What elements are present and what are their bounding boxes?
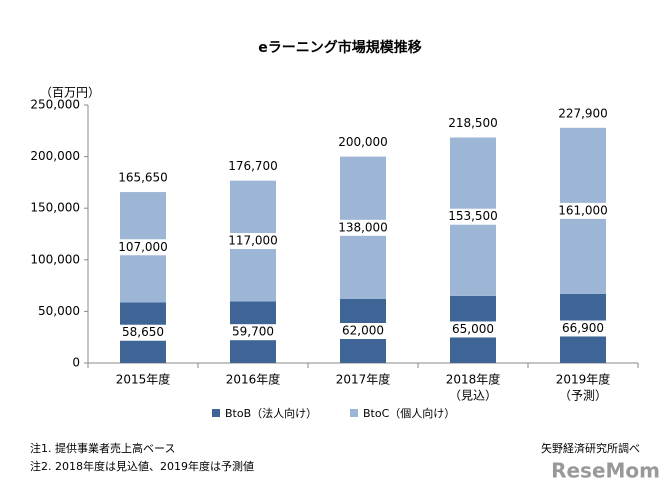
value-label: 58,650 bbox=[122, 325, 164, 339]
value-label: 65,000 bbox=[452, 322, 494, 336]
watermark: ReseMom bbox=[551, 459, 660, 483]
value-label: 59,700 bbox=[232, 325, 274, 339]
value-label: 66,900 bbox=[562, 321, 604, 335]
y-tick-label: 0 bbox=[72, 356, 80, 370]
value-label: 117,000 bbox=[228, 234, 278, 248]
chart-title: eラーニング市場規模推移 bbox=[258, 39, 422, 56]
x-tick-label: 2016年度 bbox=[226, 372, 281, 387]
y-tick-label: 50,000 bbox=[38, 304, 80, 318]
label-bg bbox=[339, 323, 387, 340]
total-label: 227,900 bbox=[558, 106, 608, 120]
value-label: 161,000 bbox=[558, 203, 608, 217]
label-bg bbox=[559, 320, 607, 337]
total-label: 218,500 bbox=[448, 116, 498, 130]
label-bg bbox=[555, 202, 611, 219]
label-bg bbox=[229, 324, 277, 341]
value-label: 138,000 bbox=[338, 220, 388, 234]
y-tick-label: 200,000 bbox=[30, 149, 80, 163]
legend-swatch bbox=[212, 409, 220, 417]
legend-label: BtoB（法人向け） bbox=[225, 406, 317, 420]
value-label: 62,000 bbox=[342, 324, 384, 338]
label-bg bbox=[225, 233, 281, 250]
value-label: 153,500 bbox=[448, 209, 498, 223]
note: 注2. 2018年度は見込値、2019年度は予測値 bbox=[30, 459, 254, 473]
y-tick-label: 150,000 bbox=[30, 201, 80, 215]
label-bg bbox=[445, 208, 501, 225]
label-bg bbox=[335, 219, 391, 236]
legend-swatch bbox=[350, 409, 358, 417]
x-tick-note: （予測） bbox=[559, 389, 607, 403]
y-tick-label: 250,000 bbox=[30, 98, 80, 112]
x-tick-label: 2017年度 bbox=[336, 372, 391, 387]
x-tick-label: 2015年度 bbox=[116, 372, 171, 387]
label-bg bbox=[115, 239, 171, 256]
label-bg bbox=[119, 324, 167, 341]
total-label: 176,700 bbox=[228, 159, 278, 173]
x-tick-label: 2018年度 bbox=[446, 372, 501, 387]
y-tick-label: 100,000 bbox=[30, 252, 80, 266]
source: 矢野経済研究所調べ bbox=[541, 441, 640, 455]
note: 注1. 提供事業者売上高ベース bbox=[30, 441, 175, 455]
legend-label: BtoC（個人向け） bbox=[363, 406, 455, 420]
value-label: 107,000 bbox=[118, 240, 168, 254]
x-tick-note: （見込） bbox=[449, 389, 497, 403]
label-bg bbox=[449, 321, 497, 338]
total-label: 200,000 bbox=[338, 135, 388, 149]
x-tick-label: 2019年度 bbox=[556, 372, 611, 387]
total-label: 165,650 bbox=[118, 171, 168, 185]
y-unit: （百万円） bbox=[40, 86, 100, 100]
